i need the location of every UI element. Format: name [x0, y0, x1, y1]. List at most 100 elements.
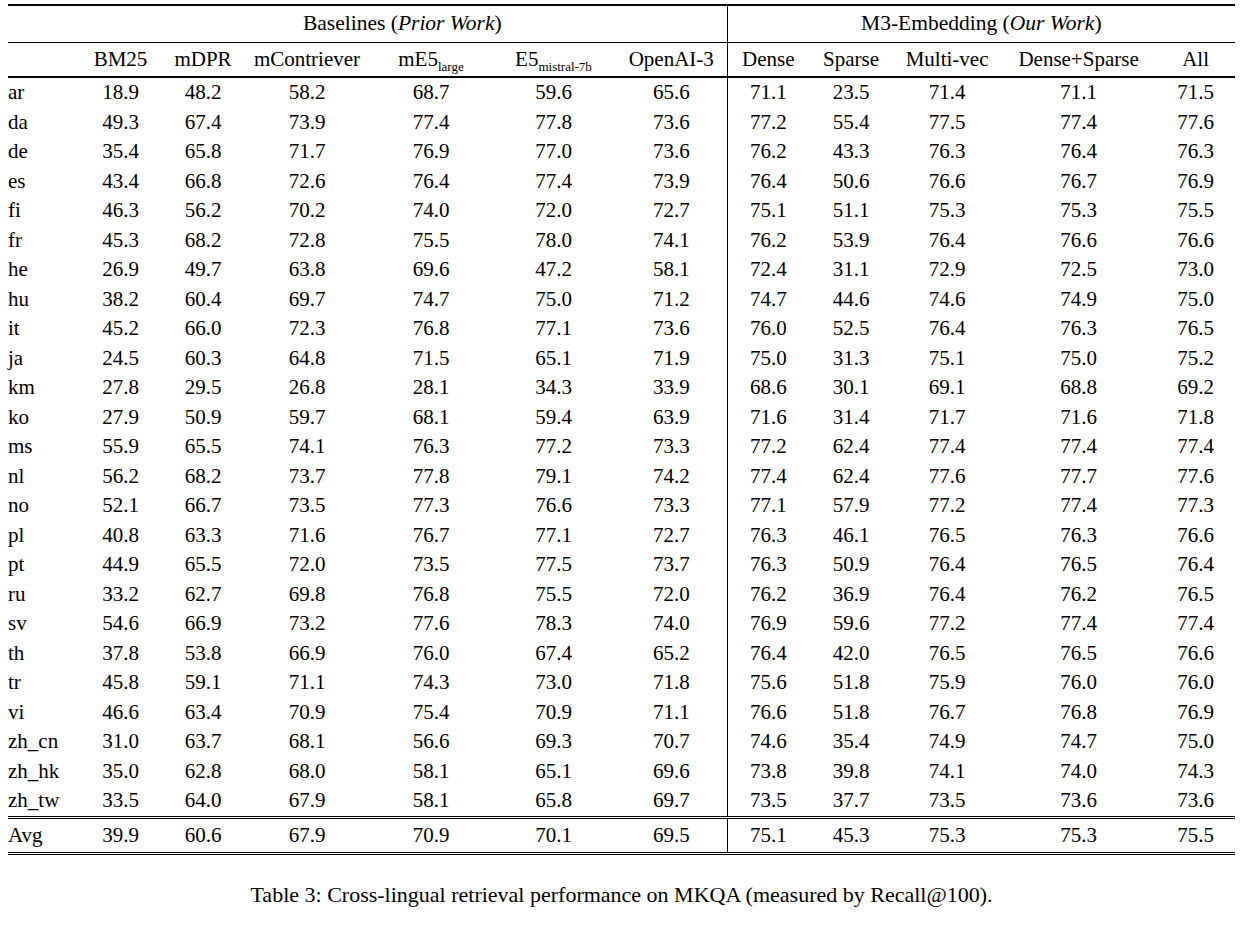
column-header-bm25: BM25 — [78, 43, 163, 78]
cell-sv-all: 77.4 — [1156, 609, 1235, 639]
cell-ar-multi-vec: 71.4 — [893, 77, 1001, 108]
cell-zh_tw-mcontriever: 67.9 — [243, 786, 371, 817]
cell-ru-e5: 75.5 — [491, 580, 616, 610]
cell-avg-multi-vec: 75.3 — [893, 817, 1001, 853]
cell-fi-dense-sparse: 75.3 — [1001, 196, 1156, 226]
cell-pl-dense: 76.3 — [727, 521, 809, 551]
cell-fr-e5: 78.0 — [491, 226, 616, 256]
cell-fi-me5: 74.0 — [371, 196, 491, 226]
cell-de-e5: 77.0 — [491, 137, 616, 167]
row-label-ja: ja — [8, 344, 78, 374]
cell-km-openai-3: 33.9 — [616, 373, 727, 403]
cell-fr-openai-3: 74.1 — [616, 226, 727, 256]
corner-cell — [8, 5, 78, 43]
cell-de-bm25: 35.4 — [78, 137, 163, 167]
table-row-avg: Avg39.960.667.970.970.169.575.145.375.37… — [8, 817, 1235, 853]
cell-ar-dense: 71.1 — [727, 77, 809, 108]
cell-no-openai-3: 73.3 — [616, 491, 727, 521]
cell-he-me5: 69.6 — [371, 255, 491, 285]
cell-zh_tw-e5: 65.8 — [491, 786, 616, 817]
cell-es-e5: 77.4 — [491, 167, 616, 197]
cell-fr-mcontriever: 72.8 — [243, 226, 371, 256]
cell-nl-mdpr: 68.2 — [163, 462, 243, 492]
results-table: Baselines (Prior Work) M3-Embedding (Our… — [8, 4, 1235, 855]
cell-tr-bm25: 45.8 — [78, 668, 163, 698]
cell-es-me5: 76.4 — [371, 167, 491, 197]
cell-ar-all: 71.5 — [1156, 77, 1235, 108]
cell-fi-mdpr: 56.2 — [163, 196, 243, 226]
column-header-mdpr: mDPR — [163, 43, 243, 78]
cell-ja-dense-sparse: 75.0 — [1001, 344, 1156, 374]
cell-hu-all: 75.0 — [1156, 285, 1235, 315]
cell-he-all: 73.0 — [1156, 255, 1235, 285]
cell-no-mcontriever: 73.5 — [243, 491, 371, 521]
cell-fr-multi-vec: 76.4 — [893, 226, 1001, 256]
cell-vi-multi-vec: 76.7 — [893, 698, 1001, 728]
cell-ms-multi-vec: 77.4 — [893, 432, 1001, 462]
cell-avg-e5: 70.1 — [491, 817, 616, 853]
row-label-he: he — [8, 255, 78, 285]
cell-zh_tw-me5: 58.1 — [371, 786, 491, 817]
cell-vi-mcontriever: 70.9 — [243, 698, 371, 728]
cell-zh_tw-multi-vec: 73.5 — [893, 786, 1001, 817]
cell-no-mdpr: 66.7 — [163, 491, 243, 521]
table-row-zh_tw: zh_tw33.564.067.958.165.869.773.537.773.… — [8, 786, 1235, 817]
cell-km-dense: 68.6 — [727, 373, 809, 403]
cell-it-e5: 77.1 — [491, 314, 616, 344]
cell-it-bm25: 45.2 — [78, 314, 163, 344]
cell-th-dense-sparse: 76.5 — [1001, 639, 1156, 669]
cell-he-mcontriever: 63.8 — [243, 255, 371, 285]
cell-ko-openai-3: 63.9 — [616, 403, 727, 433]
cell-pl-dense-sparse: 76.3 — [1001, 521, 1156, 551]
cell-th-all: 76.6 — [1156, 639, 1235, 669]
row-label-it: it — [8, 314, 78, 344]
cell-avg-sparse: 45.3 — [809, 817, 893, 853]
cell-avg-openai-3: 69.5 — [616, 817, 727, 853]
cell-zh_cn-sparse: 35.4 — [809, 727, 893, 757]
cell-zh_cn-me5: 56.6 — [371, 727, 491, 757]
cell-ar-dense-sparse: 71.1 — [1001, 77, 1156, 108]
cell-pt-sparse: 50.9 — [809, 550, 893, 580]
row-label-km: km — [8, 373, 78, 403]
table-caption: Table 3: Cross-lingual retrieval perform… — [0, 882, 1243, 908]
row-label-fi: fi — [8, 196, 78, 226]
cell-th-dense: 76.4 — [727, 639, 809, 669]
row-label-ru: ru — [8, 580, 78, 610]
row-label-ar: ar — [8, 77, 78, 108]
cell-pt-mdpr: 65.5 — [163, 550, 243, 580]
cell-km-mdpr: 29.5 — [163, 373, 243, 403]
m3-label-close: ) — [1094, 11, 1101, 35]
cell-ko-mcontriever: 59.7 — [243, 403, 371, 433]
cell-he-mdpr: 49.7 — [163, 255, 243, 285]
cell-sv-e5: 78.3 — [491, 609, 616, 639]
row-label-tr: tr — [8, 668, 78, 698]
cell-da-sparse: 55.4 — [809, 108, 893, 138]
cell-pl-e5: 77.1 — [491, 521, 616, 551]
cell-it-sparse: 52.5 — [809, 314, 893, 344]
cell-es-sparse: 50.6 — [809, 167, 893, 197]
cell-nl-bm25: 56.2 — [78, 462, 163, 492]
cell-no-sparse: 57.9 — [809, 491, 893, 521]
cell-it-dense: 76.0 — [727, 314, 809, 344]
cell-no-e5: 76.6 — [491, 491, 616, 521]
cell-zh_cn-dense-sparse: 74.7 — [1001, 727, 1156, 757]
cell-es-mdpr: 66.8 — [163, 167, 243, 197]
cell-nl-me5: 77.8 — [371, 462, 491, 492]
cell-zh_cn-e5: 69.3 — [491, 727, 616, 757]
row-label-zh_hk: zh_hk — [8, 757, 78, 787]
cell-sv-mcontriever: 73.2 — [243, 609, 371, 639]
cell-zh_tw-all: 73.6 — [1156, 786, 1235, 817]
row-label-avg: Avg — [8, 817, 78, 853]
cell-hu-mdpr: 60.4 — [163, 285, 243, 315]
row-label-no: no — [8, 491, 78, 521]
cell-km-multi-vec: 69.1 — [893, 373, 1001, 403]
cell-ar-me5: 68.7 — [371, 77, 491, 108]
cell-ar-openai-3: 65.6 — [616, 77, 727, 108]
table-row-tr: tr45.859.171.174.373.071.875.651.875.976… — [8, 668, 1235, 698]
cell-fr-mdpr: 68.2 — [163, 226, 243, 256]
cell-pl-mdpr: 63.3 — [163, 521, 243, 551]
cell-ru-mdpr: 62.7 — [163, 580, 243, 610]
cell-da-dense: 77.2 — [727, 108, 809, 138]
table-row-es: es43.466.872.676.477.473.976.450.676.676… — [8, 167, 1235, 197]
cell-zh_hk-mcontriever: 68.0 — [243, 757, 371, 787]
